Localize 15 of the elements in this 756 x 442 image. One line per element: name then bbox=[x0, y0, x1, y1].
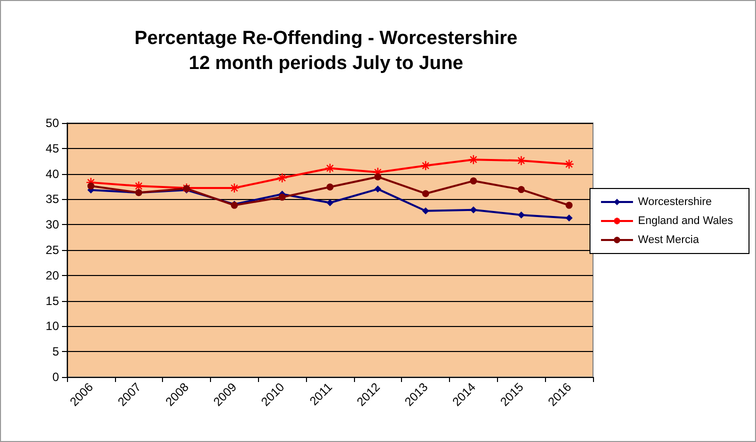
y-tick-label: 20 bbox=[46, 268, 60, 282]
y-tick-label: 5 bbox=[52, 344, 60, 359]
legend-label: England and Wales bbox=[638, 215, 734, 227]
legend-label: West Mercia bbox=[638, 234, 700, 246]
y-tick-label: 15 bbox=[46, 294, 60, 308]
chart-title: Percentage Re-Offending - Worcestershire 12 month periods July to June bbox=[134, 28, 518, 74]
y-tick-label: 10 bbox=[46, 319, 60, 334]
y-tick-label: 45 bbox=[46, 141, 60, 156]
y-tick-label: 40 bbox=[46, 166, 60, 181]
y-tick-label: 0 bbox=[52, 370, 60, 384]
y-tick-label: 30 bbox=[46, 218, 60, 232]
legend-label: Worcestershire bbox=[638, 196, 712, 208]
y-tick-label: 50 bbox=[46, 116, 60, 130]
y-tick-label: 25 bbox=[46, 243, 60, 257]
y-tick-label: 35 bbox=[46, 192, 60, 206]
